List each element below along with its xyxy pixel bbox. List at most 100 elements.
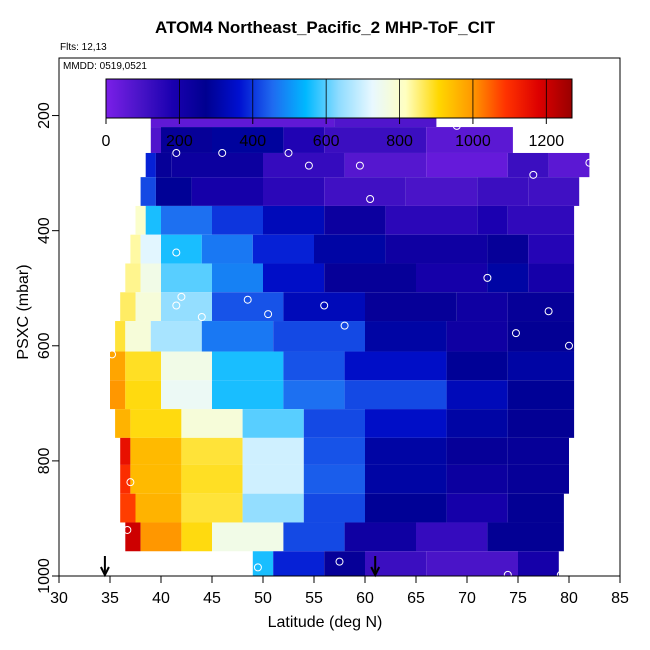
heatmap-cell xyxy=(303,464,365,494)
heatmap-cell xyxy=(507,292,575,322)
heatmap-cell xyxy=(212,127,284,153)
heatmap-cell xyxy=(212,351,284,381)
heatmap-cell xyxy=(446,380,508,410)
heatmap-cell xyxy=(212,292,284,322)
colorbar-tick-label: 1000 xyxy=(455,133,491,150)
sample-point xyxy=(544,307,553,316)
heatmap-cell xyxy=(344,351,447,381)
sample-point xyxy=(452,121,461,130)
y-tick-label: 200 xyxy=(36,102,53,129)
heatmap-cell xyxy=(528,234,575,264)
heatmap-cell xyxy=(426,127,513,153)
heatmap-cell xyxy=(507,152,549,178)
heatmap-cell xyxy=(507,321,575,352)
sample-point xyxy=(253,563,262,572)
heatmap-cell xyxy=(130,234,141,264)
sample-point xyxy=(529,170,538,179)
heatmap-cell xyxy=(477,205,508,235)
heatmap-cell xyxy=(446,493,508,523)
heatmap-cell xyxy=(263,205,325,235)
heatmap-cell xyxy=(365,321,447,352)
heatmap-cell xyxy=(181,464,243,494)
flights-label: Flts: 12,13 xyxy=(60,42,107,53)
sample-point xyxy=(218,148,227,157)
heatmap-cell xyxy=(507,437,569,465)
sample-point xyxy=(108,350,117,359)
heatmap-cell xyxy=(446,351,508,381)
heatmap-cell xyxy=(446,464,508,494)
heatmap-cell xyxy=(365,409,447,438)
marker-arrow-head xyxy=(370,566,381,578)
sample-point xyxy=(304,161,313,170)
heatmap-cell xyxy=(416,522,488,552)
heatmap-cell xyxy=(145,205,161,235)
heatmap-cell xyxy=(130,464,182,494)
sample-point xyxy=(335,557,344,566)
heatmap-cell xyxy=(263,177,325,206)
x-tick-label: 75 xyxy=(509,590,527,607)
marker-arrow-head xyxy=(100,566,110,578)
heatmap-cell xyxy=(283,351,345,381)
heatmap-cell xyxy=(161,234,202,264)
heatmap-cell xyxy=(487,522,564,552)
heatmap-cell xyxy=(242,464,304,494)
colorbar-tick-label: 400 xyxy=(239,133,266,150)
axes: 30 35 40 45 50 55 60 65 70 75 80 85 200 400 600 800 1000 xyxy=(36,102,629,607)
heatmap-cell xyxy=(120,437,131,465)
heatmap-cell xyxy=(201,234,253,264)
colorbar-tick-label: 0 xyxy=(102,133,111,150)
sample-point xyxy=(565,341,573,350)
heatmap-cells xyxy=(110,104,590,576)
heatmap-cell xyxy=(487,234,529,264)
heatmap-cell xyxy=(140,177,156,206)
heatmap-cell xyxy=(252,551,274,576)
heatmap-cell xyxy=(528,177,580,206)
heatmap-cell xyxy=(324,177,406,206)
colorbar-tick-label: 600 xyxy=(313,133,340,150)
x-tick-label: 80 xyxy=(560,590,578,607)
heatmap-cell xyxy=(110,380,126,410)
sample-point xyxy=(503,570,512,579)
heatmap-cell xyxy=(161,263,212,293)
heatmap-cell xyxy=(283,127,325,153)
heatmap-cell xyxy=(314,234,386,264)
heatmap-cell xyxy=(507,409,575,438)
heatmap-cell xyxy=(120,292,136,322)
sample-point xyxy=(172,301,181,310)
heatmap-cell xyxy=(507,464,569,494)
x-tick-label: 30 xyxy=(50,590,68,607)
x-tick-label: 35 xyxy=(101,590,119,607)
heatmap-cell xyxy=(487,263,529,293)
sample-point xyxy=(556,570,565,579)
heatmap-cell xyxy=(446,409,508,438)
heatmap-cell xyxy=(365,292,457,322)
heatmap-cell xyxy=(115,321,126,352)
x-tick-label: 70 xyxy=(458,590,476,607)
sample-point xyxy=(320,301,329,310)
heatmap-cell xyxy=(155,177,192,206)
heatmap-cell xyxy=(125,263,141,293)
heatmap-cell xyxy=(365,493,447,523)
heatmap-cell xyxy=(135,493,182,523)
heatmap-cell xyxy=(212,522,284,552)
heatmap-cell xyxy=(283,380,345,410)
heatmap-cell xyxy=(426,152,508,178)
heatmap-cell xyxy=(171,152,263,178)
heatmap-cell xyxy=(125,351,161,381)
heatmap-cell xyxy=(548,152,590,178)
heatmap-cell xyxy=(426,551,518,576)
heatmap-cell xyxy=(242,493,304,523)
x-axis-label: Latitude (deg N) xyxy=(267,614,383,631)
heatmap-cell xyxy=(120,493,136,523)
heatmap-cell xyxy=(365,464,447,494)
heatmap-cell xyxy=(477,177,529,206)
heatmap-cell xyxy=(161,351,212,381)
heatmap-cell xyxy=(385,234,488,264)
heatmap-cell xyxy=(181,409,243,438)
heatmap-cell xyxy=(385,205,478,235)
heatmap-cell xyxy=(201,321,274,352)
colorbar-tick-label: 200 xyxy=(166,133,193,150)
heatmap-cell xyxy=(150,127,161,153)
sample-point xyxy=(126,478,135,487)
heatmap-cell xyxy=(283,522,345,552)
